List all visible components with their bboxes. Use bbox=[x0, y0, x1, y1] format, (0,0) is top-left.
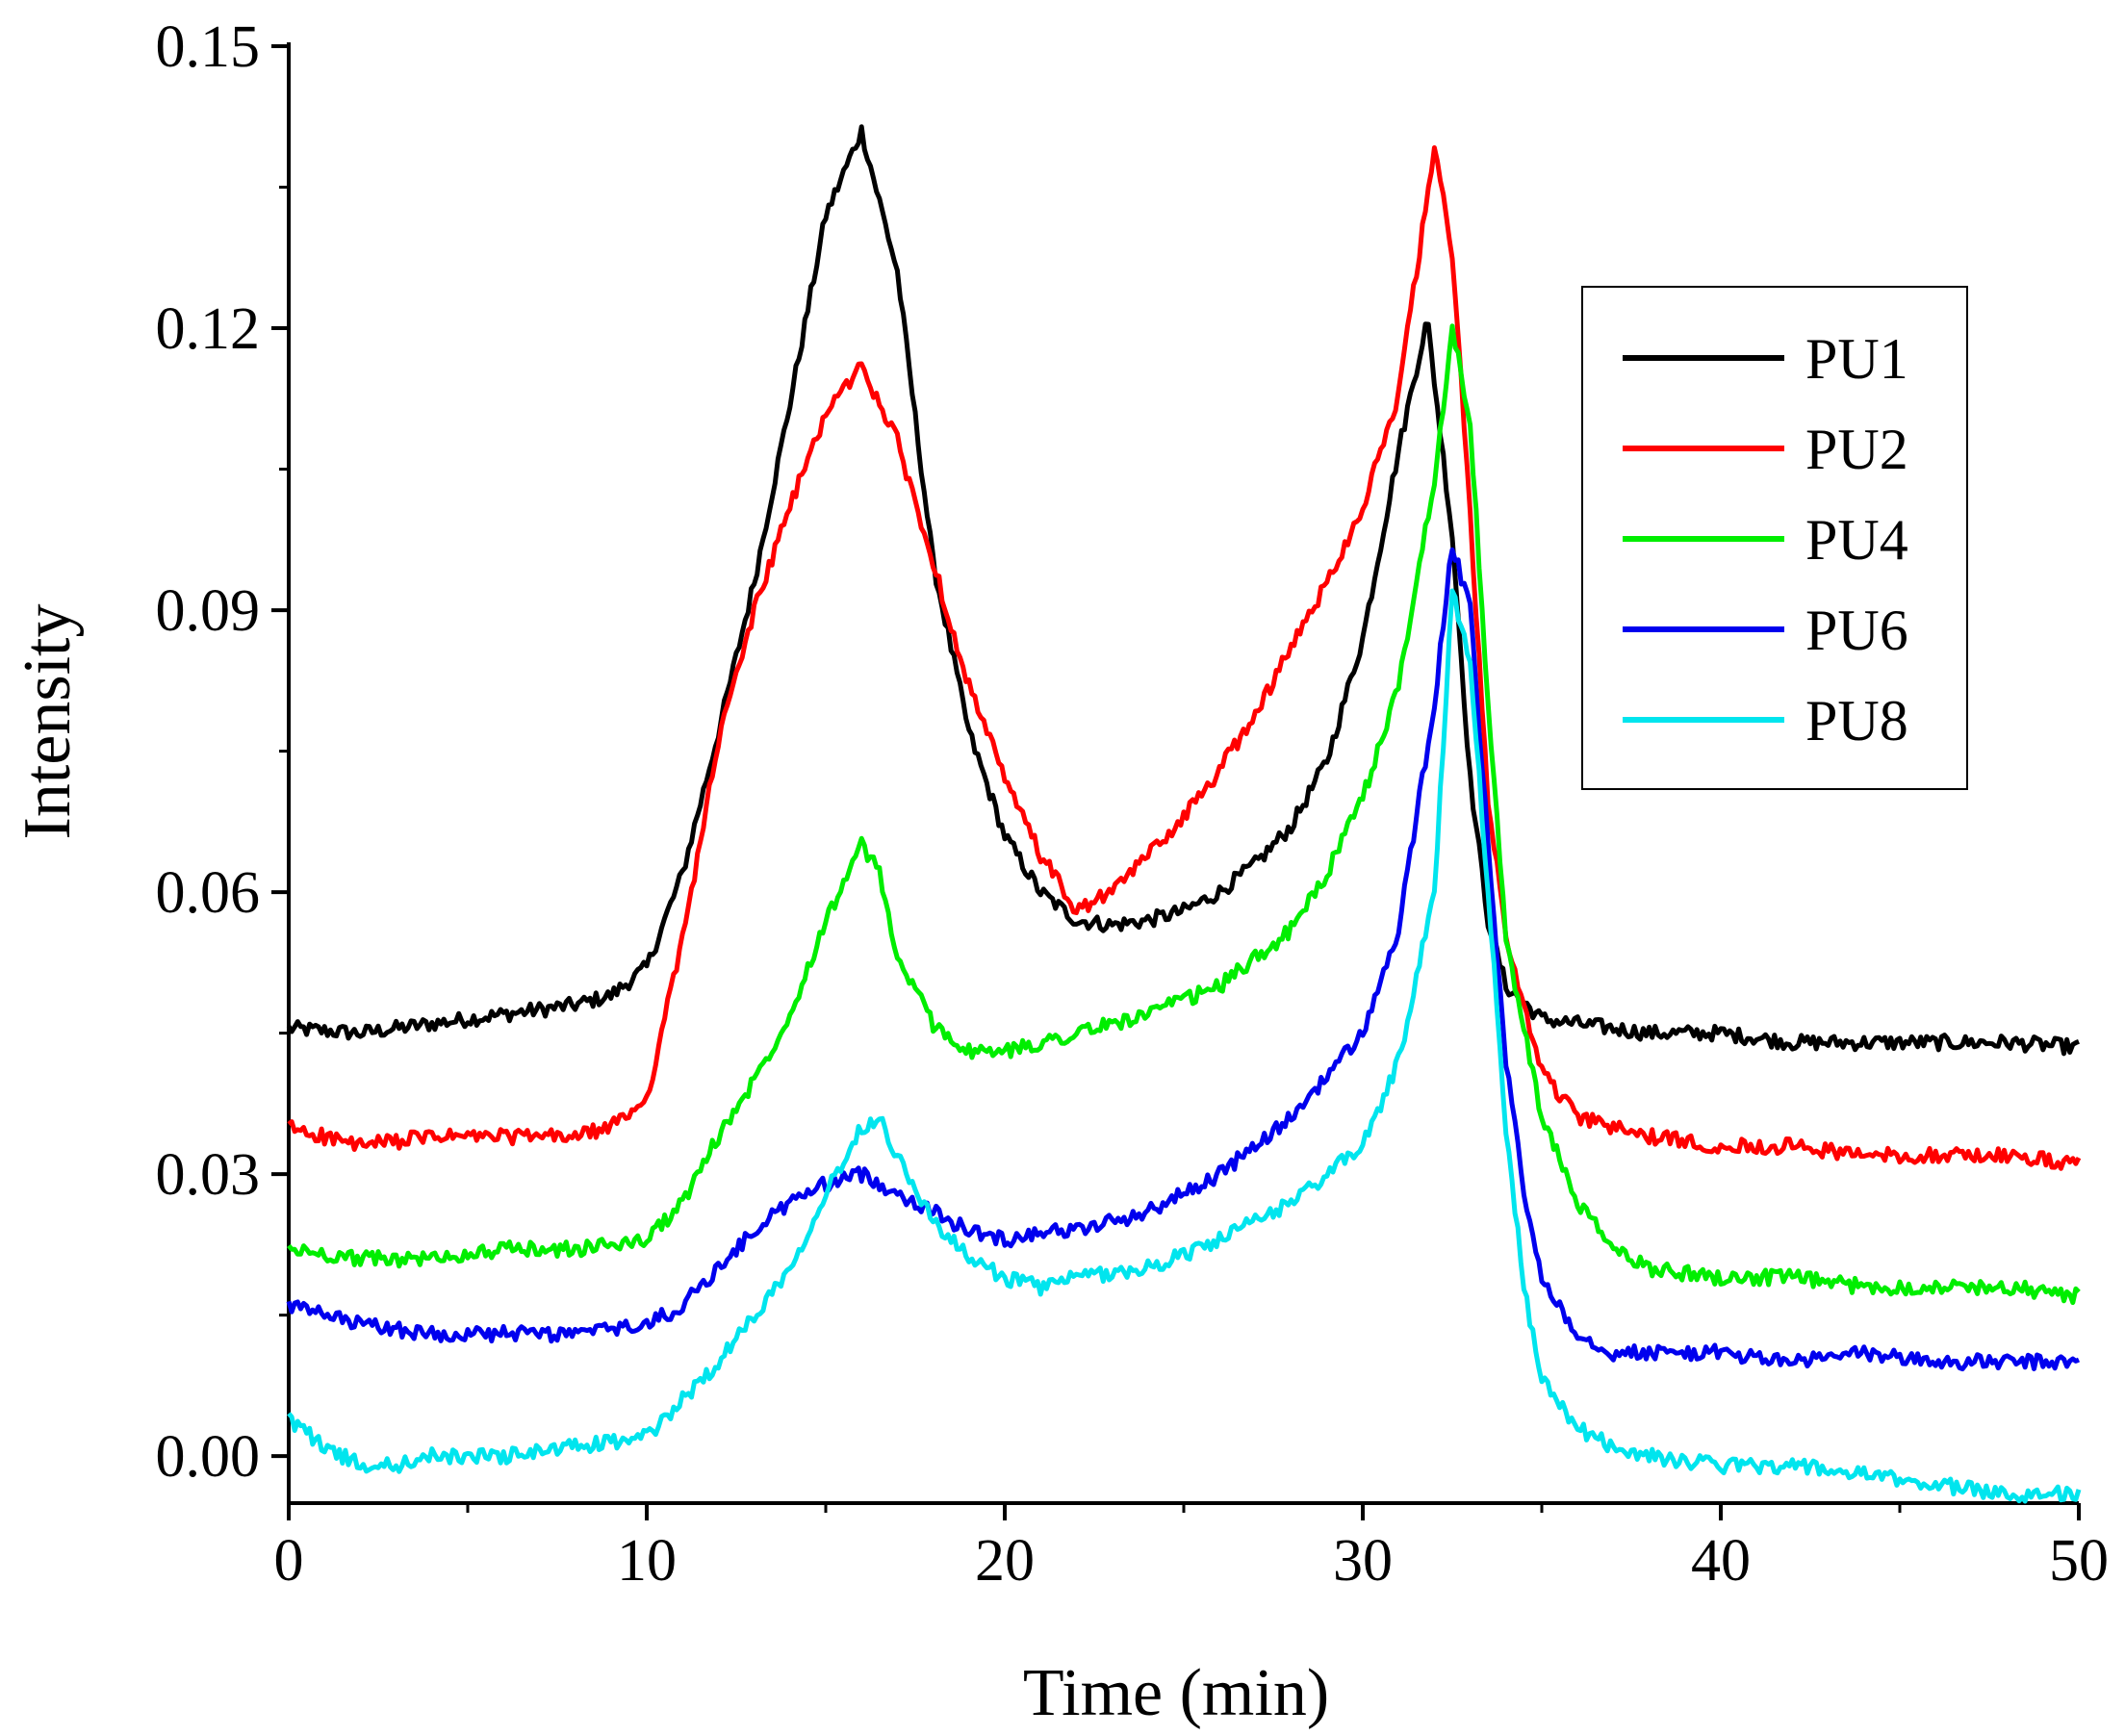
legend-label-pu2: PU2 bbox=[1805, 418, 1908, 481]
x-tick-label: 30 bbox=[1333, 1528, 1393, 1594]
series-line-pu4 bbox=[287, 323, 2081, 1306]
x-tick-label: 10 bbox=[617, 1528, 677, 1594]
series-line-pu1 bbox=[286, 124, 2080, 1057]
legend-label-pu8: PU8 bbox=[1805, 689, 1908, 753]
y-axis-title: Intensity bbox=[11, 604, 85, 840]
y-tick-label: 0.15 bbox=[156, 14, 261, 80]
y-tick-label: 0.12 bbox=[156, 296, 261, 362]
y-tick-label: 0.09 bbox=[156, 578, 261, 644]
legend-label-pu6: PU6 bbox=[1805, 599, 1908, 662]
y-tick-label: 0.06 bbox=[156, 860, 261, 926]
series-line-pu8 bbox=[287, 588, 2082, 1504]
series-lines bbox=[286, 124, 2082, 1504]
x-tick-label: 20 bbox=[975, 1528, 1035, 1594]
x-tick-label: 0 bbox=[274, 1528, 304, 1594]
legend-label-pu4: PU4 bbox=[1805, 508, 1908, 572]
x-tick-label: 50 bbox=[2049, 1528, 2109, 1594]
x-tick-label: 40 bbox=[1691, 1528, 1751, 1594]
series-line-pu2 bbox=[287, 145, 2082, 1171]
y-tick-label: 0.03 bbox=[156, 1142, 261, 1208]
y-tick-label: 0.00 bbox=[156, 1424, 261, 1490]
series-line-pu6 bbox=[286, 547, 2081, 1372]
axes: 0 10 20 30 40 50 0.00 0.03 0.06 0.09 0.12 0.15 bbox=[156, 14, 2110, 1594]
legend: PU1 PU2 PU4 PU6 PU8 bbox=[1581, 286, 1968, 790]
x-axis-title: Time (min) bbox=[1023, 1656, 1329, 1730]
legend-label-pu1: PU1 bbox=[1805, 327, 1908, 391]
